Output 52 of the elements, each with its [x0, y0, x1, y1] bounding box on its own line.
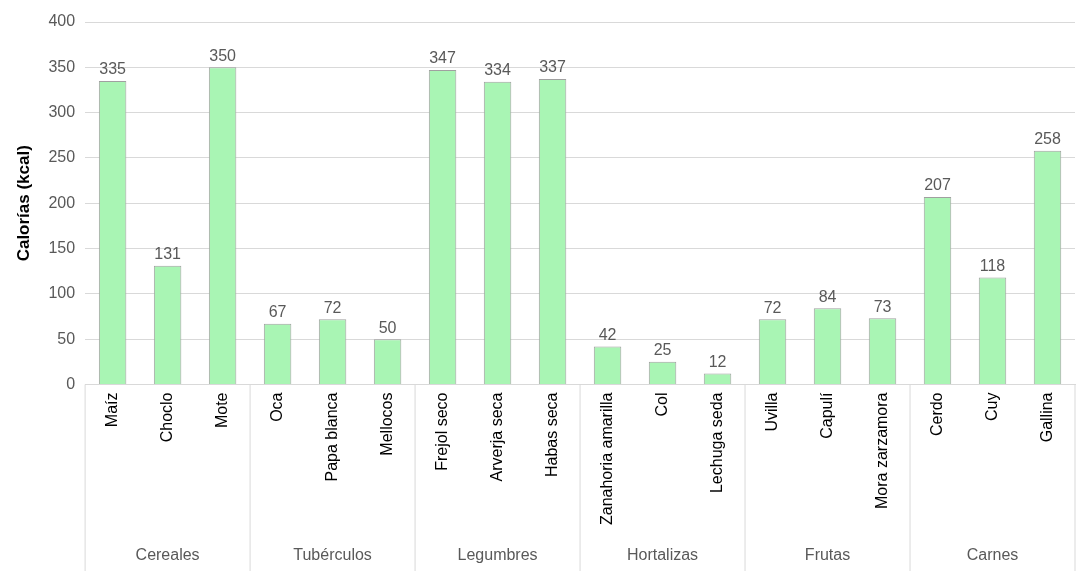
data-label: 347 — [429, 49, 457, 67]
data-label: 12 — [708, 353, 727, 371]
data-label: 131 — [154, 245, 182, 263]
data-label: 73 — [873, 297, 892, 315]
x-tick-label: Cuy — [982, 392, 1000, 421]
data-label: 50 — [378, 318, 397, 336]
data-label: 72 — [323, 298, 342, 316]
x-tick-label: Col — [652, 392, 670, 417]
data-label: 334 — [484, 61, 511, 79]
text: Tubérculos — [293, 546, 372, 564]
x-tick-label: Cerdo — [927, 392, 945, 437]
data-label: 335 — [99, 60, 127, 78]
x-tick-label: Uvilla — [762, 392, 780, 432]
x-tick-label: Arverja seca — [487, 392, 505, 482]
x-tick-label: Lechuga seda — [707, 392, 725, 494]
x-tick-label: Papa blanca — [322, 392, 340, 482]
x-tick-label: Gallina — [1037, 392, 1055, 443]
y-tick-label: 50 — [57, 329, 76, 347]
text: Carnes — [966, 546, 1019, 564]
text: Frutas — [804, 546, 851, 564]
x-tick-label: Frejol seco — [432, 392, 450, 471]
text: Cereales — [135, 546, 200, 564]
y-tick-label: 250 — [48, 148, 76, 166]
y-axis-title: Calorías (kcal) — [13, 145, 33, 262]
text: Legumbres — [457, 546, 538, 564]
x-tick-label: Choclo — [157, 392, 175, 443]
text: Hortalizas — [626, 546, 699, 564]
x-tick-label: Oca — [267, 392, 285, 422]
data-label: 84 — [818, 287, 837, 305]
y-tick-label: 0 — [66, 374, 76, 392]
data-label: 258 — [1034, 130, 1061, 148]
x-tick-label: Mote — [212, 392, 230, 429]
data-label: 337 — [539, 58, 566, 76]
data-label: 25 — [653, 341, 672, 359]
y-tick-label: 400 — [48, 12, 76, 30]
x-tick-label: Mora zarzamora — [872, 392, 890, 509]
data-label: 350 — [209, 46, 237, 64]
data-label: 118 — [979, 256, 1006, 274]
y-tick-label: 200 — [48, 193, 76, 211]
x-tick-label: Maíz — [103, 392, 120, 428]
y-tick-label: 150 — [48, 238, 76, 256]
x-tick-label: Mellocos — [377, 392, 395, 456]
x-tick-label: Habas seca — [542, 392, 560, 477]
data-label: 207 — [924, 176, 951, 194]
data-label: 42 — [598, 325, 617, 343]
y-tick-label: 300 — [48, 103, 76, 121]
data-label: 72 — [763, 298, 782, 316]
y-tick-label: 100 — [48, 284, 76, 302]
x-tick-label: Capulí — [817, 391, 835, 439]
x-tick-label: Zanahoria amarilla — [597, 392, 615, 526]
y-tick-label: 350 — [48, 57, 76, 75]
data-label: 67 — [268, 303, 287, 321]
